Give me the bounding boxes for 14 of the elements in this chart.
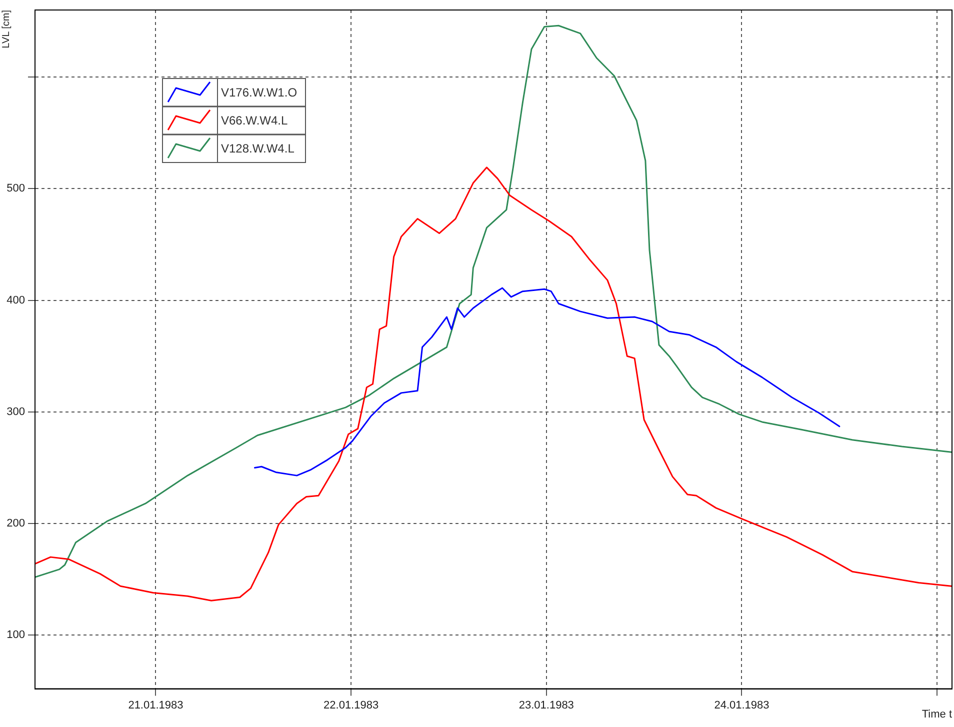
x-tick-label: 24.01.1983 xyxy=(714,699,770,712)
legend-label: V66.W.W4.L xyxy=(221,113,288,128)
x-tick-label: 22.01.1983 xyxy=(324,699,379,712)
y-axis-title: LVL [cm] xyxy=(0,10,12,48)
y-tick-label: 200 xyxy=(6,518,25,530)
legend-label: V176.W.W1.O xyxy=(221,85,298,100)
y-tick-label: 400 xyxy=(6,294,25,306)
legend-label: V128.W.W4.L xyxy=(221,141,295,156)
x-tick-label: 21.01.1983 xyxy=(128,699,184,712)
y-tick-label: 500 xyxy=(6,182,25,195)
x-tick-label: 23.01.1983 xyxy=(518,699,574,712)
x-axis-title: Time t xyxy=(922,708,952,720)
y-tick-label: 300 xyxy=(6,406,25,418)
y-tick-label: 100 xyxy=(6,629,25,642)
